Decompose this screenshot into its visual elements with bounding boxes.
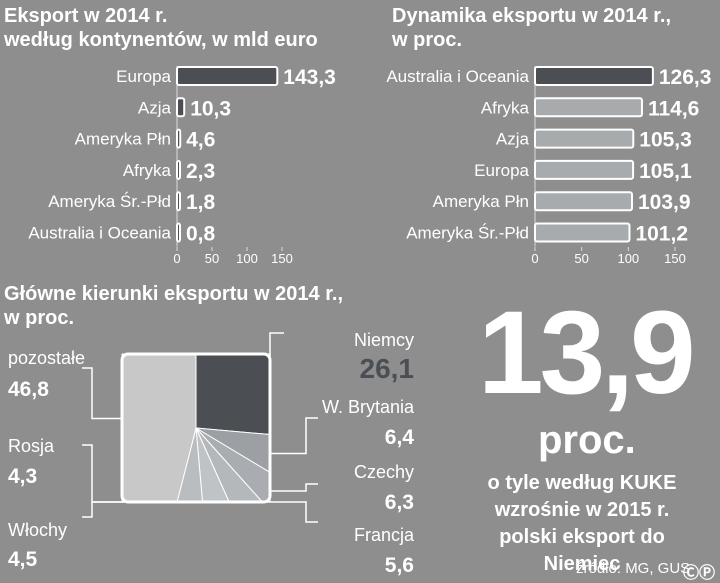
source-note: źródło: MG, GUS	[576, 560, 691, 577]
tick-label: 50	[574, 251, 588, 266]
value-label: 105,3	[639, 129, 692, 152]
tick-label: 0	[531, 251, 538, 266]
value-label: 103,9	[638, 191, 691, 214]
title-line: Eksport w 2014 r.	[4, 5, 168, 27]
category-label: Europa	[116, 67, 171, 86]
slice-label: W. Brytania	[322, 397, 415, 417]
caption-line: wzrośnie w 2015 r.	[494, 499, 670, 521]
tick-label: 100	[236, 251, 258, 266]
headline-unit: proc.	[538, 418, 636, 462]
title-line: według kontynentów, w mld euro	[4, 29, 318, 51]
bar	[534, 66, 654, 86]
bar	[176, 128, 182, 149]
category-label: Ameryka Śr.-Płd	[48, 192, 171, 211]
bar	[176, 66, 279, 86]
slice-label: Francja	[354, 525, 415, 545]
category-label: Afryka	[123, 161, 172, 180]
leader-line	[82, 367, 122, 420]
slice-label: Włochy	[8, 520, 67, 540]
export-directions-title: Główne kierunki eksportu w 2014 r., w pr…	[4, 282, 343, 330]
headline-caption: o tyle według KUKE wzrośnie w 2015 r. po…	[470, 470, 694, 578]
leader-line	[270, 483, 318, 492]
slice-value: 6,4	[385, 426, 415, 449]
slice-value: 5,6	[385, 554, 414, 577]
title-line: Dynamika eksportu w 2014 r.,	[392, 5, 672, 27]
bar	[534, 159, 635, 180]
slice-label: Rosja	[8, 436, 55, 456]
export-dynamics-title: Dynamika eksportu w 2014 r., w proc.	[392, 4, 671, 52]
value-label: 0,8	[186, 223, 216, 246]
tick-label: 150	[271, 251, 293, 266]
leader-line	[82, 501, 216, 518]
pie-slice	[195, 353, 271, 436]
caption-line: polski eksport do Niemiec	[499, 526, 665, 575]
slice-value: 6,3	[385, 491, 414, 514]
slice-label: Niemcy	[354, 330, 414, 350]
value-label: 10,3	[190, 97, 231, 120]
title-line: w proc.	[4, 307, 75, 329]
bar	[534, 222, 631, 243]
value-label: 101,2	[635, 223, 688, 246]
category-label: Ameryka Płn	[433, 192, 529, 211]
category-label: Ameryka Płn	[75, 130, 171, 149]
category-label: Australia i Oceania	[28, 224, 171, 243]
export-by-continent-title: Eksport w 2014 r. według kontynentów, w …	[4, 4, 318, 52]
leader-line	[270, 417, 318, 455]
slice-label: Czechy	[354, 462, 414, 482]
bar	[534, 128, 635, 149]
category-label: Australia i Oceania	[386, 67, 529, 86]
slice-value: 26,1	[360, 353, 415, 384]
pie-frame	[120, 352, 272, 504]
tick-label: 150	[664, 251, 686, 266]
value-label: 2,3	[186, 160, 215, 183]
tick-label: 0	[173, 251, 180, 266]
value-label: 126,3	[659, 66, 712, 89]
slice-value: 4,5	[8, 548, 38, 571]
category-label: Europa	[474, 161, 529, 180]
bar	[534, 97, 643, 118]
category-label: Azja	[138, 98, 172, 117]
bar	[176, 191, 181, 212]
bar	[176, 97, 186, 118]
category-label: Ameryka Śr.-Płd	[406, 224, 529, 243]
headline-number: 13,9	[478, 287, 696, 419]
caption-line: o tyle według KUKE	[487, 472, 677, 494]
value-label: 114,6	[648, 97, 699, 120]
slice-label: pozostałe	[8, 348, 85, 368]
slice-value: 46,8	[8, 378, 49, 401]
value-label: 105,1	[639, 160, 692, 183]
bar	[176, 159, 181, 180]
leader-line	[269, 332, 284, 358]
leader-line	[245, 501, 318, 523]
category-label: Azja	[496, 130, 530, 149]
tick-label: 100	[617, 251, 639, 266]
tick-label: 50	[205, 251, 219, 266]
value-label: 143,3	[283, 66, 336, 89]
bar	[534, 191, 633, 212]
cc-icon: ⒸⓅ	[683, 565, 716, 582]
value-label: 4,6	[186, 129, 215, 152]
value-label: 1,8	[186, 191, 216, 214]
slice-value: 4,3	[8, 465, 37, 488]
bar	[176, 222, 181, 243]
title-line: w proc.	[392, 29, 463, 51]
title-line: Główne kierunki eksportu w 2014 r.,	[4, 283, 344, 305]
category-label: Afryka	[481, 98, 530, 117]
